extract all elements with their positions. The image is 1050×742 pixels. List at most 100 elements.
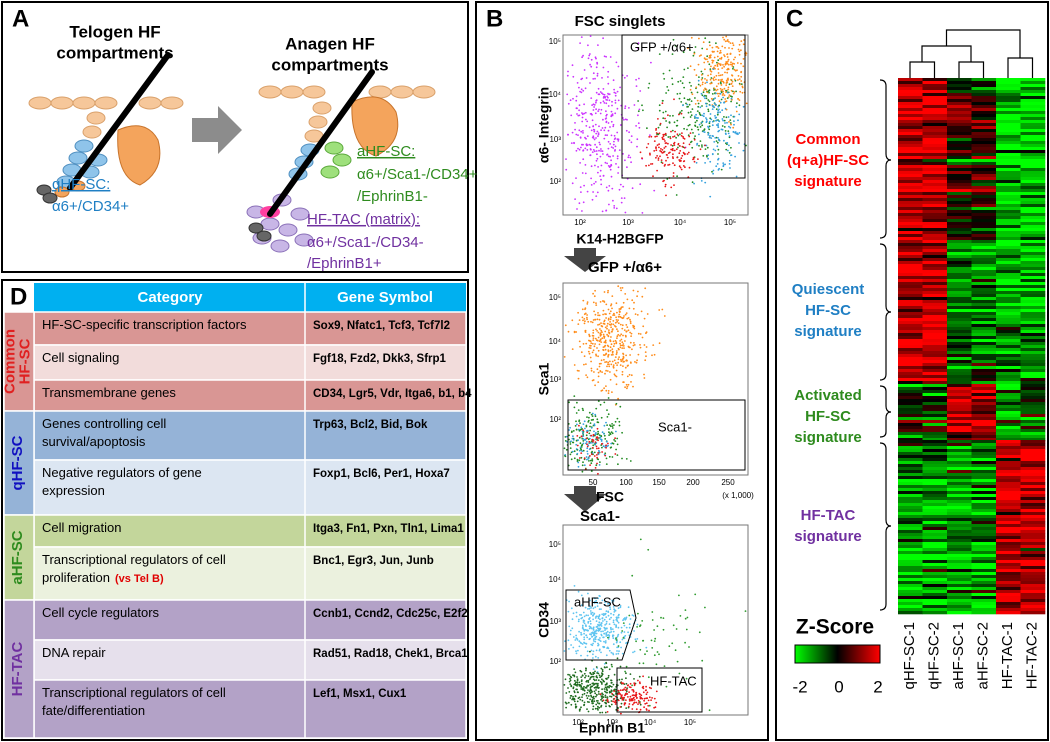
heatmap-cell [996,159,1021,163]
event-dot [609,626,612,629]
heatmap-cell [996,560,1021,564]
event-dot [657,159,660,161]
event-dot [617,99,620,102]
event-dot [590,177,592,180]
heatmap-cell [947,566,972,570]
event-dot [726,142,728,144]
event-dot [709,117,712,120]
event-dot [592,191,594,193]
heatmap-cell [1020,473,1046,477]
event-dot [614,321,617,324]
event-dot [605,705,607,708]
heatmap-cell [898,518,923,522]
event-dot [623,696,625,699]
event-dot [577,439,579,442]
event-dot [611,628,614,630]
heatmap-cell [971,539,997,543]
event-dot [701,124,704,127]
event-dot [698,123,701,126]
heatmap-cell [947,252,972,256]
event-dot [647,699,650,702]
heatmap-cell [971,590,997,594]
event-dot [662,117,665,120]
event-dot [594,415,597,418]
heatmap-cell [996,503,1021,507]
event-dot [612,634,615,637]
event-dot [737,75,740,77]
event-dot [688,81,691,84]
event-dot [591,119,594,122]
event-dot [597,453,600,456]
heatmap-cell [922,147,948,151]
heatmap-cell [922,432,948,436]
event-dot [598,706,601,709]
heatmap-cell [947,455,972,459]
event-dot [596,330,598,332]
heatmap-cell [1020,174,1046,178]
event-dot [598,108,600,111]
event-dot [588,607,591,610]
heatmap-cell [996,138,1021,142]
event-dot [710,65,712,68]
heatmap-cell [996,512,1021,516]
heatmap-cell [996,336,1021,340]
event-dot [632,385,634,388]
event-dot [609,433,612,436]
heatmap-cell [898,581,923,585]
event-dot [582,54,584,57]
heatmap-cell [898,411,923,415]
event-dot [602,699,605,702]
heatmap-cell [996,231,1021,235]
event-dot [644,653,646,656]
heatmap-cell [1020,318,1046,322]
y-tick-label: 10³ [549,135,561,144]
heatmap-cell [971,105,997,109]
event-dot [605,635,608,637]
heatmap-cell [996,120,1021,124]
event-dot [613,359,616,362]
event-dot [630,161,632,164]
event-dot [738,142,740,144]
event-dot [631,187,634,190]
y-tick-label: 10⁵ [549,293,561,302]
population-name: HF-TAC (matrix): [307,211,420,228]
heatmap-cell [1020,402,1046,406]
heatmap-cell [898,195,923,199]
heatmap-cell [898,396,923,400]
event-dot [583,692,586,695]
event-dot [570,142,573,145]
heatmap-cell [1020,246,1046,250]
event-dot [583,630,586,632]
event-dot [716,145,719,148]
event-dot [608,329,610,331]
event-dot [718,74,720,77]
heatmap-cell [996,345,1021,349]
event-dot [604,340,607,343]
event-dot [581,316,584,319]
heatmap-cell [996,78,1021,82]
event-dot [735,90,737,93]
event-dot [717,95,720,97]
event-dot [606,698,609,701]
heatmap-cell [971,213,997,217]
event-dot [611,601,614,604]
event-dot [572,430,575,432]
heatmap-cell [922,150,948,154]
event-dot [595,682,598,685]
event-dot [595,649,598,652]
event-dot [597,331,600,334]
heatmap-cell [947,405,972,409]
event-dot [613,697,616,700]
event-dot [590,649,593,652]
event-dot [637,114,639,117]
event-dot [650,61,652,64]
event-dot [591,351,594,354]
arrow [564,248,606,272]
event-dot [671,129,674,132]
event-dot [605,702,607,705]
event-dot [716,61,718,64]
event-dot [612,683,615,686]
event-dot [583,355,586,358]
event-dot [568,438,570,441]
